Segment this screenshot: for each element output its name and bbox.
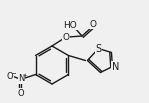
Text: −: − (11, 70, 16, 75)
Text: HO: HO (63, 20, 77, 29)
Text: O: O (6, 72, 13, 81)
Text: N: N (112, 61, 119, 71)
Text: O: O (62, 33, 69, 42)
Text: O: O (90, 19, 97, 29)
Text: S: S (95, 43, 101, 53)
Text: +: + (22, 73, 27, 78)
Text: N: N (18, 74, 25, 83)
Text: O: O (17, 89, 24, 98)
